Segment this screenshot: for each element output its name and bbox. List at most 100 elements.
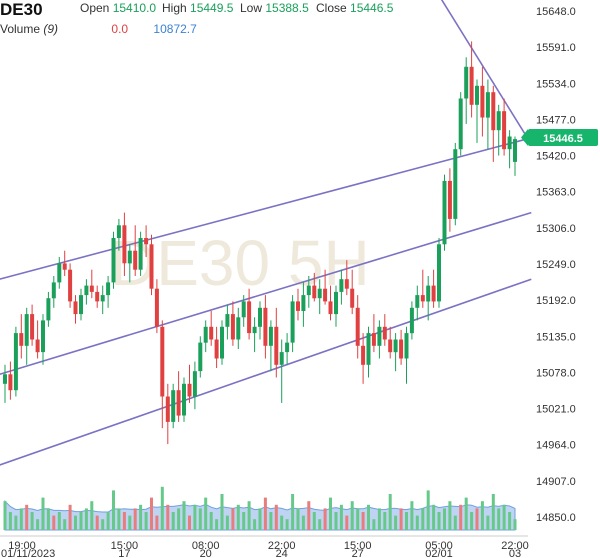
volume-bar	[95, 515, 99, 530]
channel-line[interactable]	[428, 0, 532, 145]
volume-bar	[242, 512, 246, 530]
candle	[84, 279, 89, 305]
x-tick-time: 22:00	[268, 540, 296, 552]
candle	[475, 79, 479, 143]
volume-bar	[339, 504, 343, 530]
volume-bar	[475, 508, 479, 530]
y-tick-label: 15249.0	[536, 259, 576, 271]
x-tick-date: 27	[352, 548, 364, 558]
x-tick-time: 15:00	[344, 540, 372, 552]
high-label: High	[162, 1, 187, 15]
y-tick-label: 15192.0	[536, 295, 576, 307]
candle	[3, 364, 7, 403]
candle	[366, 326, 371, 378]
volume-period: (9)	[43, 22, 59, 36]
volume-bar	[117, 508, 121, 530]
volume-bar	[139, 504, 143, 530]
channel-line[interactable]	[0, 137, 532, 280]
candle	[344, 260, 349, 296]
volume-bar	[372, 519, 376, 530]
open-label: Open	[80, 1, 110, 15]
candle	[513, 136, 517, 176]
candle	[279, 339, 284, 403]
candle	[187, 364, 192, 403]
candle	[258, 301, 262, 340]
candle	[182, 377, 186, 422]
volume-bar	[101, 519, 105, 530]
volume-bar	[415, 515, 419, 530]
volume-bar	[14, 515, 18, 530]
volume-bar	[269, 512, 273, 530]
candle	[41, 314, 45, 365]
volume-bar	[350, 501, 354, 530]
volume-bar	[312, 512, 316, 530]
volume-bar	[399, 508, 403, 530]
open-value: 15410.0	[112, 1, 157, 15]
channel-line[interactable]	[0, 278, 532, 466]
candle	[122, 212, 127, 276]
candle	[306, 276, 311, 308]
y-tick-label: 15420.0	[536, 151, 576, 163]
candle	[116, 219, 121, 251]
volume-bar	[84, 508, 88, 530]
candle	[171, 383, 176, 429]
last-price-value: 15446.5	[543, 133, 583, 145]
candle	[176, 371, 181, 422]
volume-bar	[285, 519, 289, 530]
volume-bar	[307, 501, 311, 530]
volume-label: Volume	[0, 22, 41, 36]
volume-bar	[502, 504, 506, 530]
candle	[35, 320, 40, 359]
x-tick-date: 24	[276, 548, 288, 558]
volume-bar	[247, 501, 251, 530]
volume-bar	[52, 515, 56, 530]
candle	[442, 174, 447, 251]
volume-bar	[470, 512, 474, 530]
volume-bar	[30, 512, 34, 530]
candle	[30, 304, 35, 346]
candle	[301, 282, 306, 327]
candle	[431, 269, 436, 308]
candle	[426, 276, 431, 321]
candle	[160, 320, 165, 429]
candle	[214, 326, 219, 368]
candle	[230, 301, 235, 346]
volume-bar	[63, 519, 67, 530]
candle	[334, 285, 338, 327]
candle	[100, 285, 105, 315]
candle	[263, 295, 268, 359]
candle	[57, 257, 62, 289]
volume-bar	[133, 508, 137, 530]
volume-bar	[171, 512, 175, 530]
candle	[62, 250, 67, 276]
candle	[496, 104, 501, 156]
volume-bar	[112, 490, 115, 530]
candle	[420, 269, 425, 308]
volume-bar	[464, 497, 468, 530]
y-tick-label: 15534.0	[536, 78, 576, 90]
candle	[133, 225, 138, 276]
candle	[192, 361, 197, 410]
candle	[144, 225, 149, 257]
candle	[453, 142, 458, 226]
volume-bar	[437, 512, 441, 530]
volume-bar	[177, 508, 181, 530]
volume-bar	[150, 497, 153, 530]
candle	[485, 79, 490, 150]
volume-bar	[432, 504, 436, 530]
volume-bar	[301, 515, 305, 530]
candle	[458, 92, 463, 156]
volume-bar	[448, 501, 452, 530]
close-value: 15446.5	[350, 1, 394, 15]
volume-bar	[410, 501, 414, 530]
candle	[198, 336, 203, 378]
candle	[469, 41, 474, 118]
volume-bar	[263, 497, 267, 530]
x-tick-time: 19:00	[8, 540, 36, 552]
volume-bar	[426, 490, 430, 530]
candle	[247, 288, 252, 340]
volume-bar	[253, 519, 257, 530]
volume-bar	[296, 508, 300, 530]
candle	[323, 269, 328, 305]
